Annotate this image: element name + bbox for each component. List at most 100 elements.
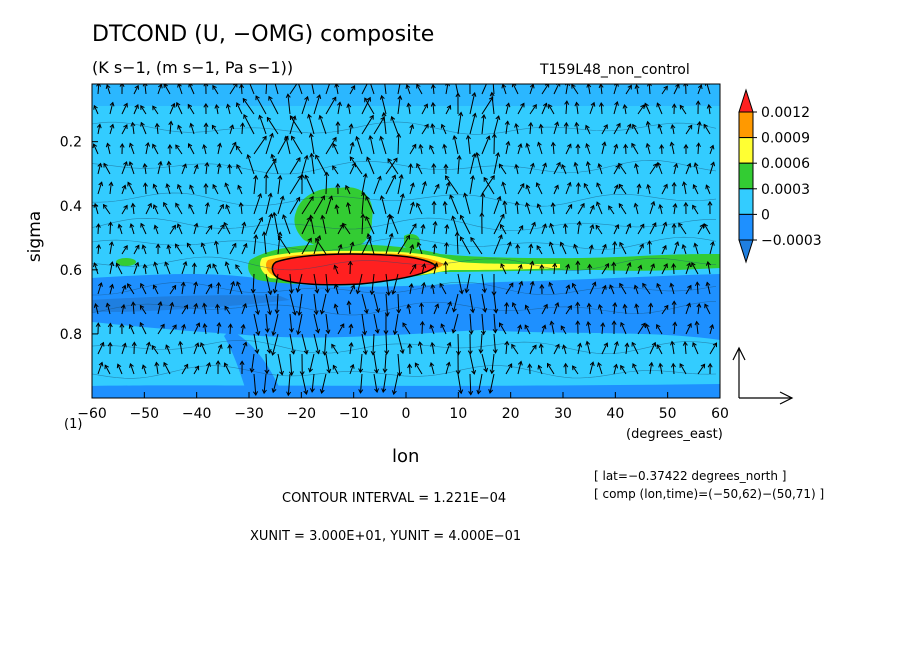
wind-vector-head: [204, 201, 210, 207]
wind-vector: [625, 343, 628, 355]
wind-vector: [241, 303, 247, 315]
wind-vector-head: [452, 73, 456, 77]
wind-vector: [452, 313, 459, 333]
wind-vector-head: [489, 369, 495, 375]
wind-vector-head: [193, 281, 199, 287]
wind-vector: [175, 203, 183, 215]
wind-vector-head: [309, 195, 314, 201]
wind-vector: [132, 122, 135, 135]
wind-vector-head: [362, 330, 367, 336]
wind-vector: [163, 362, 171, 375]
wind-vector-head: [215, 303, 221, 309]
wind-vector-head: [596, 182, 601, 188]
wind-vector-head: [274, 309, 280, 315]
wind-vector: [540, 344, 543, 355]
wind-vector-head: [459, 289, 464, 295]
wind-vector: [313, 94, 321, 115]
wind-vector-head: [130, 121, 136, 127]
wind-vector: [565, 264, 569, 275]
wind-vector: [431, 284, 435, 295]
wind-vector: [394, 313, 399, 335]
wind-vector-head: [519, 182, 525, 188]
wind-vector: [337, 323, 345, 335]
wind-vector: [452, 216, 459, 235]
wind-vector-head: [416, 241, 422, 247]
wind-vector-head: [303, 390, 309, 395]
wind-vector-head: [240, 323, 246, 329]
wind-vector: [313, 313, 319, 333]
wind-vector: [361, 84, 368, 95]
wind-vector-head: [225, 204, 230, 210]
wind-vector: [253, 293, 259, 315]
wind-vector-head: [430, 101, 436, 107]
wind-vector: [331, 344, 339, 355]
wind-vector: [205, 202, 209, 215]
wind-vector: [589, 282, 596, 295]
wind-vector: [345, 185, 351, 195]
wind-vector-head: [611, 320, 617, 325]
y-tick-label: 0.8: [60, 327, 82, 343]
wind-vector: [409, 264, 417, 275]
wind-vector: [253, 193, 262, 215]
wind-vector: [289, 293, 296, 315]
wind-vector-head: [504, 301, 510, 307]
wind-vector: [140, 223, 147, 235]
wind-vector-head: [235, 145, 241, 151]
wind-vector: [205, 162, 208, 175]
wind-vector: [525, 305, 531, 315]
wind-vector: [277, 232, 281, 255]
wind-vector: [277, 353, 283, 375]
wind-vector-head: [562, 344, 567, 350]
wind-vector: [420, 303, 423, 315]
wind-vector-head: [154, 122, 160, 128]
wind-vector: [321, 215, 327, 235]
wind-vector-head: [442, 200, 448, 206]
wind-vector-head: [115, 262, 121, 268]
x-tick-label: −10: [339, 406, 369, 422]
wind-vector-head: [265, 74, 269, 78]
wind-vector: [289, 115, 303, 135]
wind-vector: [229, 125, 234, 135]
wind-vector-head: [369, 290, 375, 296]
wind-vector-head: [370, 350, 376, 356]
wind-vector-head: [355, 135, 360, 141]
wind-vector: [565, 182, 571, 195]
wind-vector-head: [255, 310, 260, 316]
wind-vector-head: [203, 122, 209, 128]
wind-vector: [433, 221, 437, 235]
wind-vector: [526, 202, 531, 215]
wind-vector-head: [669, 282, 675, 288]
wind-vector: [469, 153, 476, 175]
wind-vector-head: [242, 341, 248, 347]
wind-vector-head: [542, 162, 547, 168]
reference-vector: [732, 346, 794, 405]
wind-vector-head: [130, 202, 136, 208]
wind-vector-head: [258, 114, 263, 120]
wind-vector: [529, 222, 536, 235]
wind-vector: [624, 104, 627, 115]
wind-vector-head: [123, 124, 128, 130]
wind-vector: [253, 313, 260, 336]
wind-vector-head: [130, 301, 136, 307]
x-tick-label: 60: [711, 406, 729, 422]
wind-vector: [707, 261, 711, 275]
wind-vector-head: [567, 143, 572, 149]
wind-vector: [693, 184, 699, 195]
wind-vector: [315, 238, 327, 255]
wind-vector-head: [279, 195, 285, 201]
wind-vector-head: [288, 289, 294, 294]
wind-vector-head: [597, 361, 602, 367]
wind-vector-head: [585, 124, 590, 130]
wind-vector-head: [142, 84, 148, 87]
wind-vector-head: [152, 284, 158, 290]
wind-vector: [152, 144, 159, 155]
wind-vector-head: [141, 364, 147, 370]
wind-vector: [121, 343, 126, 355]
wind-vector-head: [681, 243, 687, 249]
wind-vector-head: [358, 368, 364, 374]
wind-vector: [517, 264, 522, 275]
wind-vector-head: [652, 222, 657, 228]
wind-vector-head: [170, 102, 176, 108]
wind-vector-head: [421, 263, 427, 268]
wind-vector: [433, 184, 440, 195]
